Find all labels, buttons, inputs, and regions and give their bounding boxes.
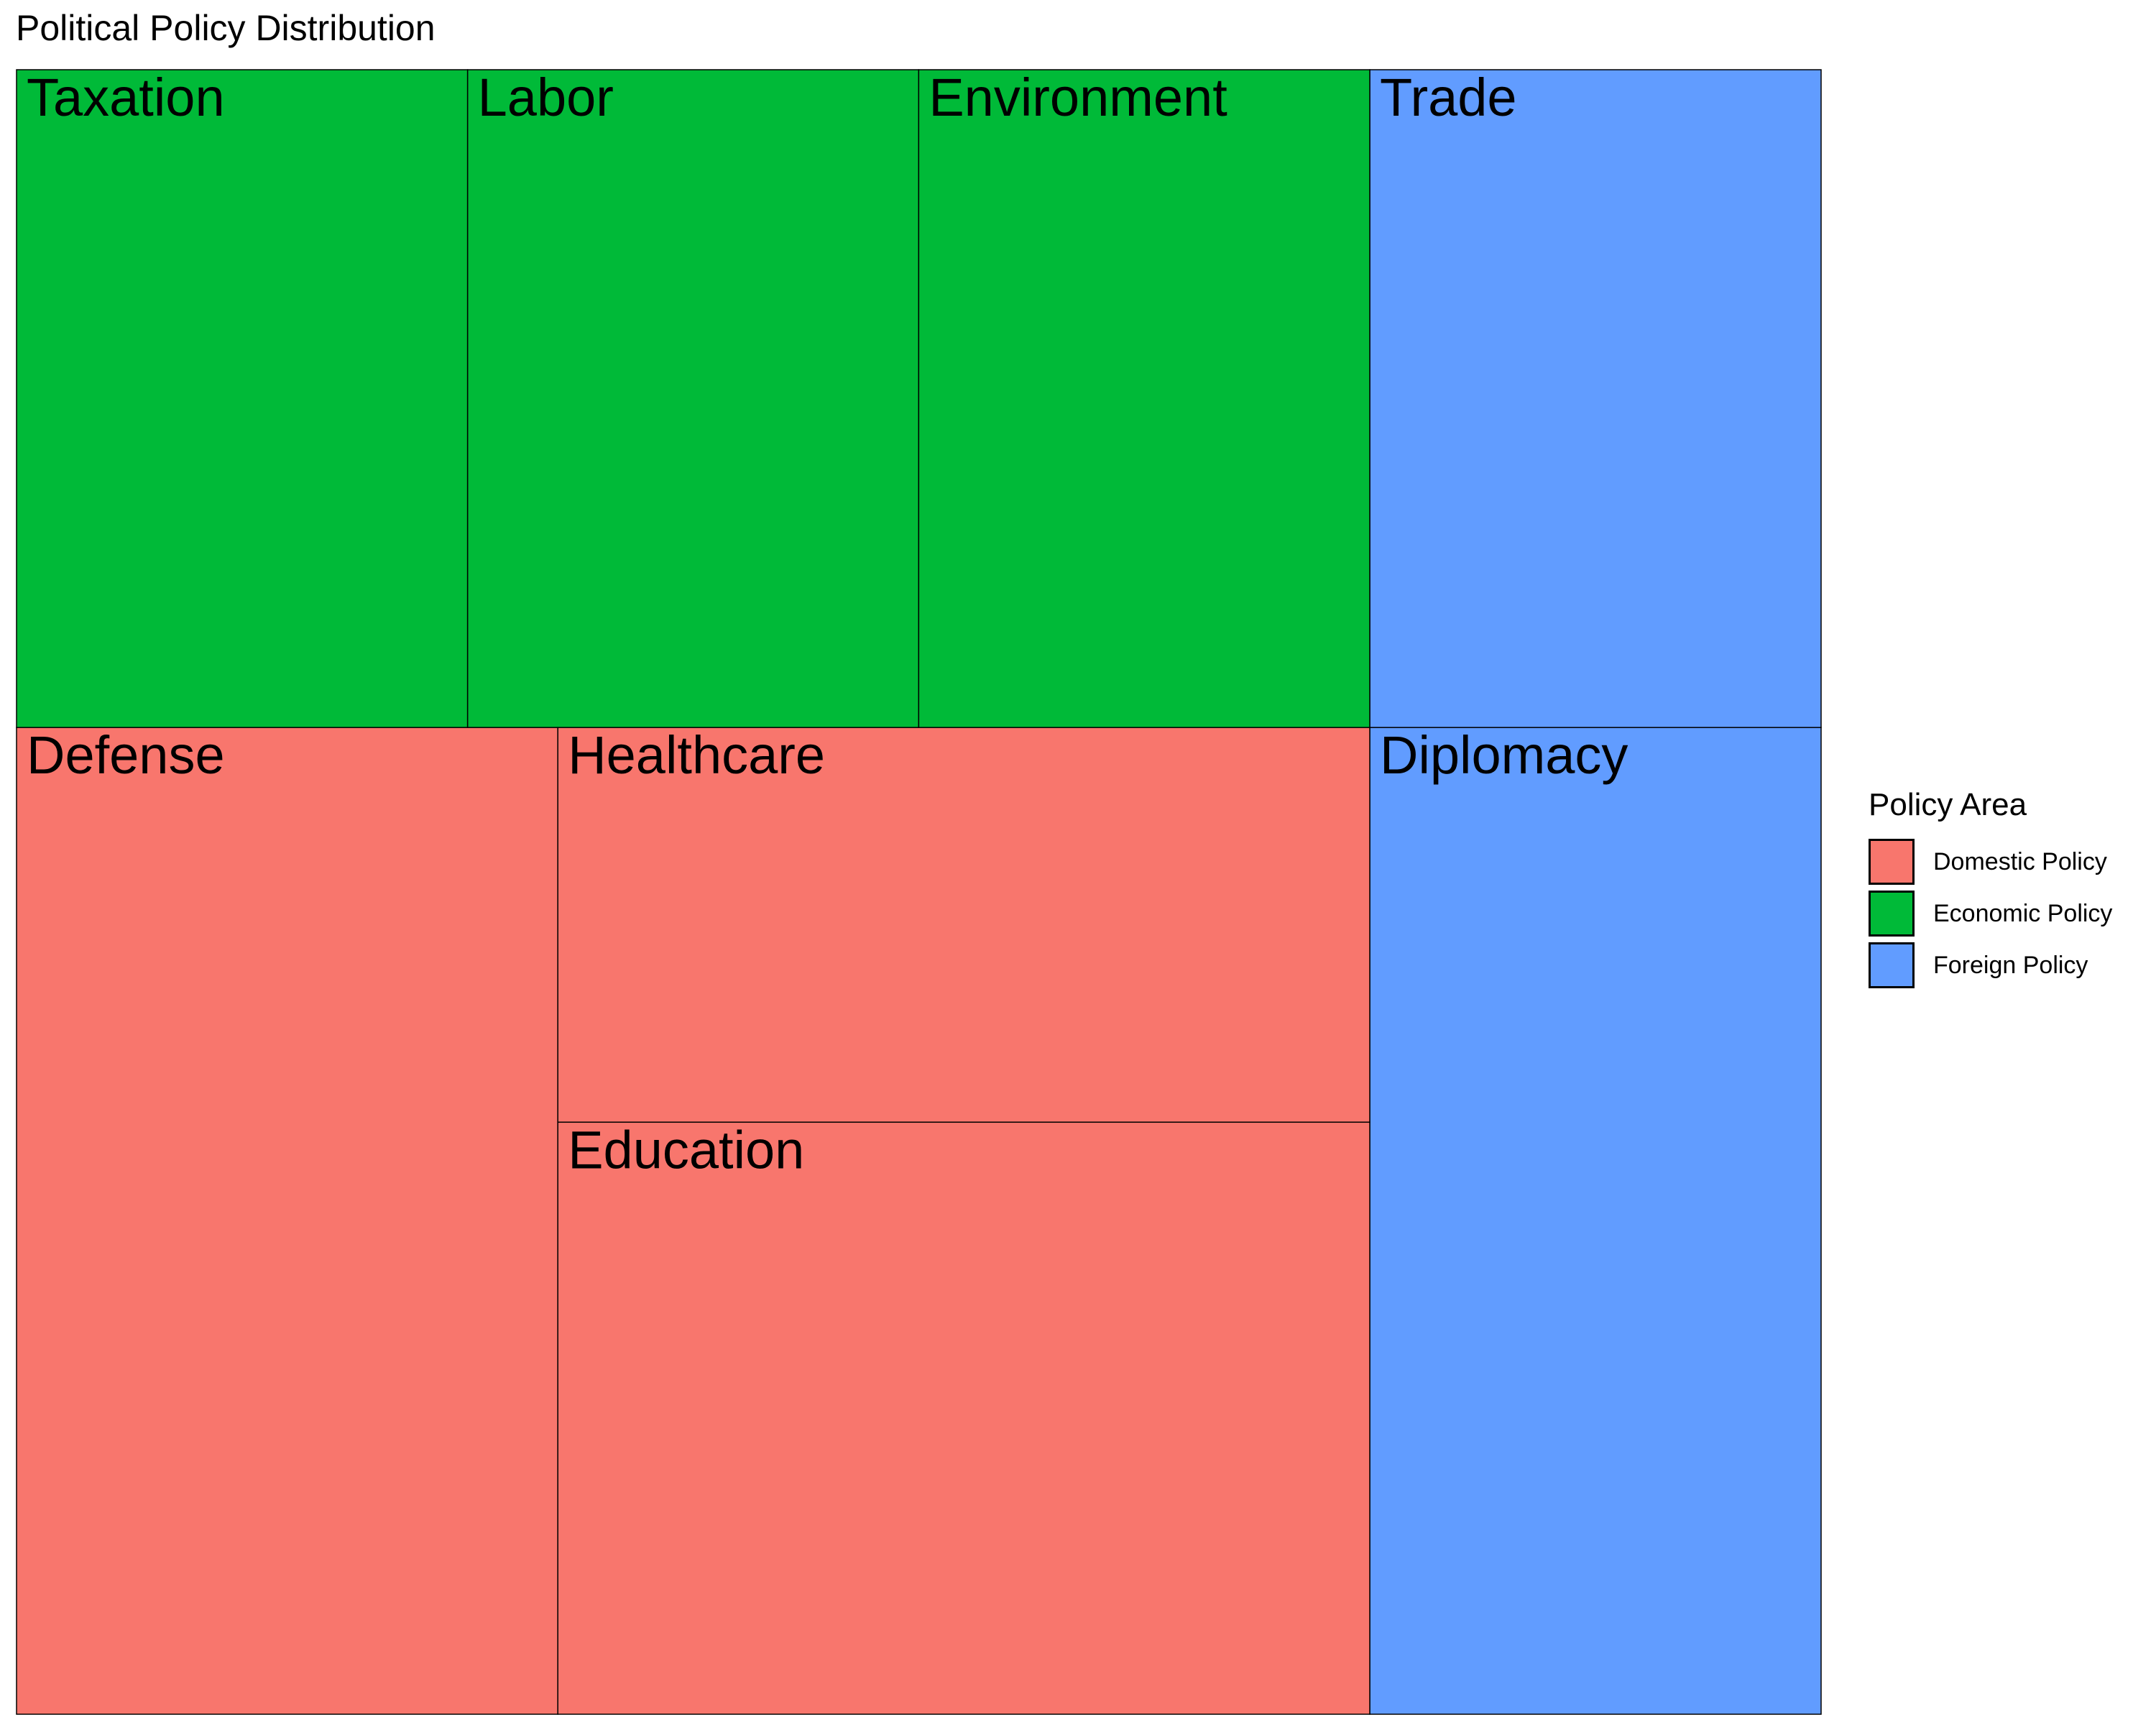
legend-swatch-economic-policy — [1869, 891, 1915, 937]
tile-label-environment: Environment — [929, 68, 1227, 127]
legend-item-economic-policy: Economic Policy — [1869, 888, 2112, 939]
tile-trade — [1369, 69, 1822, 728]
tile-defense — [16, 727, 558, 1715]
legend-item-foreign-policy: Foreign Policy — [1869, 939, 2112, 991]
tile-healthcare — [557, 727, 1370, 1123]
legend-label-economic-policy: Economic Policy — [1933, 899, 2113, 927]
tile-label-healthcare: Healthcare — [568, 725, 825, 785]
tile-label-diplomacy: Diplomacy — [1380, 725, 1628, 785]
tile-label-education: Education — [568, 1120, 804, 1179]
legend-item-domestic-policy: Domestic Policy — [1869, 836, 2112, 888]
tile-label-taxation: Taxation — [27, 68, 225, 127]
legend-label-foreign-policy: Foreign Policy — [1933, 951, 2088, 979]
legend-swatch-foreign-policy — [1869, 942, 1915, 988]
legend-title: Policy Area — [1869, 787, 2027, 822]
chart-title: Political Policy Distribution — [16, 8, 436, 48]
tile-taxation — [16, 69, 469, 728]
legend-items: Domestic Policy Economic Policy Foreign Po… — [1869, 836, 2112, 991]
legend: Policy Area Domestic Policy Economic Poli… — [1869, 787, 2112, 991]
tile-environment — [918, 69, 1370, 728]
tile-label-defense: Defense — [27, 725, 225, 785]
tile-label-trade: Trade — [1380, 68, 1517, 127]
tile-diplomacy — [1369, 727, 1822, 1715]
tile-education — [557, 1121, 1370, 1715]
legend-label-domestic-policy: Domestic Policy — [1933, 847, 2107, 875]
legend-swatch-domestic-policy — [1869, 839, 1915, 885]
tile-label-labor: Labor — [478, 68, 614, 127]
tile-labor — [466, 69, 920, 728]
